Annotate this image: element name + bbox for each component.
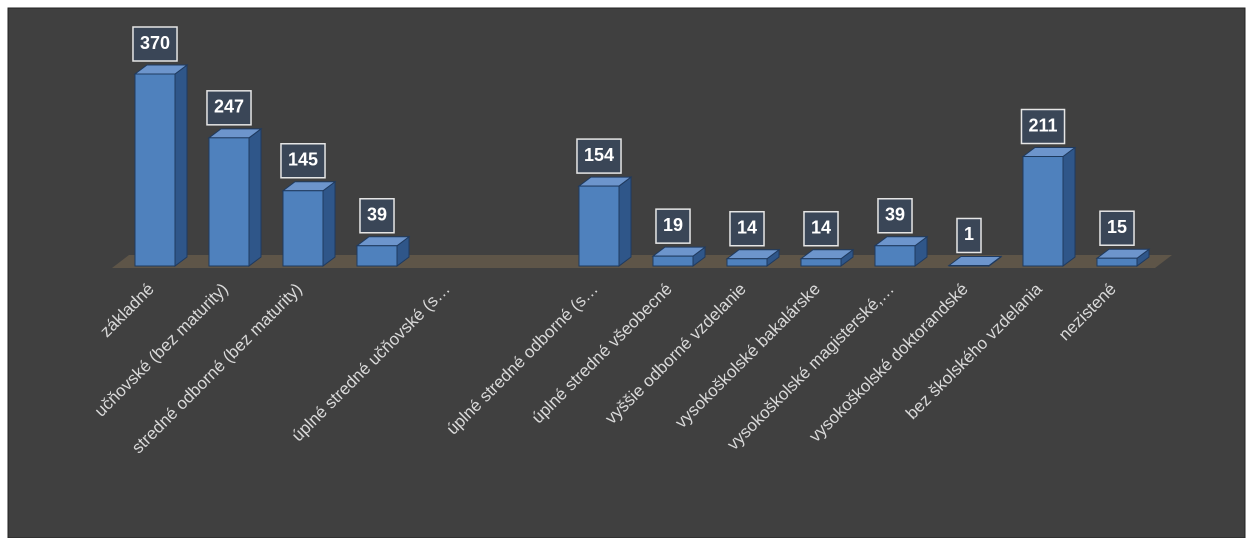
bar [208,137,250,267]
value-label: 39 [367,205,387,225]
value-label-box [1099,210,1135,246]
value-label-box [132,26,178,62]
bar-side [618,176,632,267]
value-label-box [206,90,252,126]
value-label: 370 [140,33,170,53]
bar [874,245,916,267]
value-label-box [576,138,622,174]
value-label-box [655,208,691,244]
chart-area [7,7,1246,538]
bar [726,258,768,267]
bar [134,73,176,267]
bar [578,185,620,267]
value-label-box [877,198,913,234]
bar-side [322,180,336,267]
bar [282,190,324,267]
value-label-box [729,210,765,247]
value-label: 247 [214,97,244,117]
value-label: 39 [885,205,905,225]
value-label: 154 [584,145,614,165]
value-label: 1 [964,224,974,244]
value-label: 15 [1107,217,1127,237]
value-label-box [956,217,982,254]
bar [1096,257,1138,267]
value-label-box [280,143,326,179]
bar [800,258,842,267]
bar-side [248,127,262,267]
value-label-box [359,198,395,234]
value-label-box [803,210,839,247]
value-label: 14 [737,217,757,237]
bar-side [174,64,188,267]
bar [356,245,398,267]
value-label: 14 [811,217,831,237]
bar [948,264,990,267]
bar-side [1062,146,1076,267]
floor [112,255,1172,268]
value-label-box [1020,108,1066,145]
bar [1022,156,1064,267]
value-label: 145 [288,150,318,170]
bar [652,255,694,267]
value-label: 19 [663,215,683,235]
value-label: 211 [1028,115,1057,135]
